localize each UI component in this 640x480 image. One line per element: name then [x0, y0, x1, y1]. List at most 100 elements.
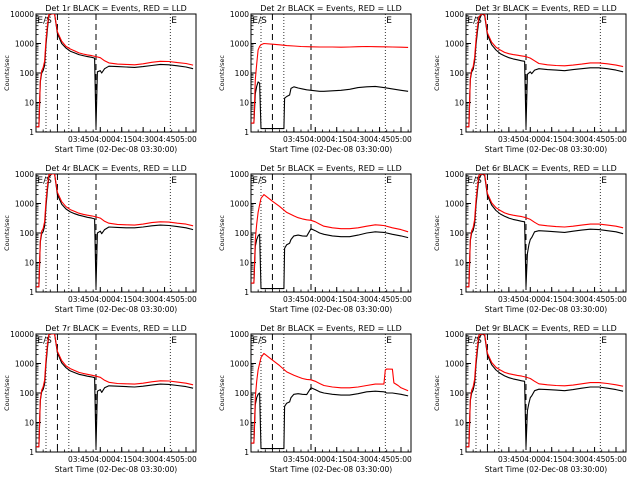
- panel-title: Det 5r BLACK = Events, RED = LLD: [260, 164, 402, 173]
- series-group: [466, 14, 624, 128]
- y-tick-label: 1000: [15, 200, 34, 209]
- panel-2: Det 2r BLACK = Events, RED = LLD 1 10 100 10…: [218, 4, 412, 154]
- x-tick-label: 04:00: [89, 295, 111, 304]
- x-tick-label: 04:15: [326, 135, 348, 144]
- x-tick-label: 04:00: [304, 135, 326, 144]
- y-tick-label: 1000: [445, 40, 464, 49]
- marker-right: E: [386, 16, 392, 26]
- y-top-label: 1000: [445, 170, 464, 179]
- y-axis-label: Counts/sec: [218, 375, 226, 411]
- x-tick-label: 03:45: [498, 455, 520, 464]
- x-tick-label: 04:45: [369, 295, 391, 304]
- series-group: [466, 334, 624, 448]
- x-tick-label: 04:30: [132, 455, 154, 464]
- x-tick-label: 04:45: [154, 295, 176, 304]
- series-group: [36, 14, 194, 128]
- marker-left: E/S: [467, 336, 482, 346]
- x-tick-label: 05:00: [390, 455, 412, 464]
- x-tick-label: 04:15: [541, 455, 563, 464]
- y-tick-label: 10: [24, 259, 34, 268]
- x-tick-label: 03:45: [68, 135, 90, 144]
- y-tick-label: 100: [20, 389, 35, 398]
- y-axis-label: Counts/sec: [433, 215, 441, 251]
- x-tick-label: 04:45: [584, 135, 606, 144]
- marker-right: E: [386, 176, 392, 186]
- panel-title: Det 6r BLACK = Events, RED = LLD: [475, 164, 617, 173]
- x-axis-label: Start Time (02-Dec-08 03:30:00): [485, 145, 607, 154]
- y-axis-label: Counts/sec: [433, 55, 441, 91]
- panel-title: Det 9r BLACK = Events, RED = LLD: [475, 324, 617, 333]
- x-tick-label: 05:00: [390, 135, 412, 144]
- marker-left: E/S: [37, 336, 52, 346]
- x-axis-label: Start Time (02-Dec-08 03:30:00): [55, 465, 177, 474]
- series-group: [36, 334, 194, 448]
- panel-title: Det 3r BLACK = Events, RED = LLD: [475, 4, 617, 13]
- x-tick-label: 03:45: [68, 455, 90, 464]
- y-top-label: 1000: [230, 330, 249, 339]
- x-tick-label: 03:45: [498, 295, 520, 304]
- y-tick-label: 100: [450, 229, 465, 238]
- lld-series-line: [251, 194, 409, 284]
- x-tick-label: 05:00: [175, 295, 197, 304]
- x-tick-label: 04:15: [541, 295, 563, 304]
- y-tick-label: 1: [459, 288, 464, 297]
- marker-left: E/S: [467, 16, 482, 26]
- x-tick-label: 03:45: [283, 135, 305, 144]
- x-tick-label: 04:00: [304, 455, 326, 464]
- y-tick-label: 1000: [445, 200, 464, 209]
- x-tick-label: 04:30: [347, 135, 369, 144]
- y-tick-label: 100: [235, 229, 250, 238]
- panel-title: Det 2r BLACK = Events, RED = LLD: [260, 4, 402, 13]
- marker-left: E/S: [37, 176, 52, 186]
- series-group: [251, 42, 409, 130]
- x-tick-label: 05:00: [605, 295, 627, 304]
- x-tick-label: 04:15: [326, 295, 348, 304]
- x-tick-label: 05:00: [390, 295, 412, 304]
- y-tick-label: 100: [450, 69, 465, 78]
- lld-series-line: [466, 174, 624, 288]
- x-tick-label: 03:45: [68, 295, 90, 304]
- y-axis-label: Counts/sec: [3, 375, 11, 411]
- panel-7: Det 7r BLACK = Events, RED = LLD 1 10 100 10…: [3, 324, 197, 474]
- x-axis-label: Start Time (02-Dec-08 03:30:00): [270, 145, 392, 154]
- marker-left: E/S: [252, 16, 267, 26]
- y-tick-label: 1000: [445, 360, 464, 369]
- y-axis-label: Counts/sec: [3, 215, 11, 251]
- y-tick-label: 1000: [15, 40, 34, 49]
- x-axis-label: Start Time (02-Dec-08 03:30:00): [485, 305, 607, 314]
- x-tick-label: 04:00: [519, 455, 541, 464]
- x-tick-label: 04:00: [89, 455, 111, 464]
- y-tick-label: 100: [235, 389, 250, 398]
- lld-series-line: [36, 174, 194, 288]
- x-axis-label: Start Time (02-Dec-08 03:30:00): [485, 465, 607, 474]
- y-tick-label: 100: [20, 229, 35, 238]
- marker-right: E: [171, 176, 177, 186]
- marker-right: E: [601, 336, 607, 346]
- marker-right: E: [601, 16, 607, 26]
- x-tick-label: 04:30: [132, 295, 154, 304]
- panel-1: Det 1r BLACK = Events, RED = LLD 1 10 100 10…: [3, 4, 197, 154]
- x-tick-label: 04:00: [519, 295, 541, 304]
- y-tick-label: 1: [29, 448, 34, 457]
- panel-5: Det 5r BLACK = Events, RED = LLD 1 10 100 10…: [218, 164, 412, 314]
- x-tick-label: 04:30: [562, 455, 584, 464]
- x-tick-label: 04:30: [562, 295, 584, 304]
- x-tick-label: 04:30: [562, 135, 584, 144]
- y-axis-label: Counts/sec: [218, 55, 226, 91]
- marker-right: E: [601, 176, 607, 186]
- y-tick-label: 1: [29, 288, 34, 297]
- y-axis-label: Counts/sec: [433, 375, 441, 411]
- marker-left: E/S: [252, 176, 267, 186]
- x-tick-label: 05:00: [605, 135, 627, 144]
- y-tick-label: 1: [244, 288, 249, 297]
- marker-left: E/S: [467, 176, 482, 186]
- panel-6: Det 6r BLACK = Events, RED = LLD 1 10 100 10…: [433, 164, 627, 314]
- x-tick-label: 04:00: [304, 295, 326, 304]
- y-tick-label: 1: [459, 128, 464, 137]
- marker-left: E/S: [37, 16, 52, 26]
- lld-series-line: [251, 42, 409, 124]
- events-series-line: [251, 387, 409, 450]
- x-tick-label: 05:00: [605, 455, 627, 464]
- x-tick-label: 03:45: [283, 455, 305, 464]
